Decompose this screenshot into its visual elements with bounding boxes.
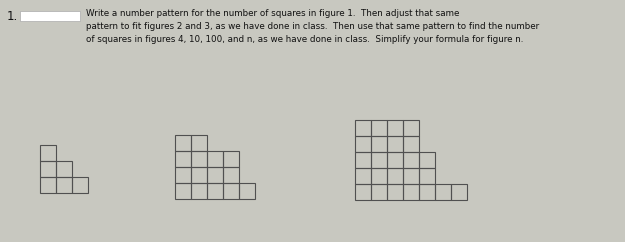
Bar (175, 167, 191, 183)
Bar (56, 161, 72, 177)
Bar (207, 151, 223, 167)
Bar (387, 152, 403, 168)
Bar (371, 136, 387, 152)
Bar (355, 120, 371, 136)
Bar (20, 11, 80, 21)
Bar (239, 183, 255, 199)
Bar (387, 136, 403, 152)
Bar (191, 183, 207, 199)
Bar (355, 184, 371, 200)
Bar (419, 184, 435, 200)
Bar (355, 152, 371, 168)
Bar (72, 177, 88, 193)
Bar (223, 167, 239, 183)
Bar (371, 168, 387, 184)
Bar (40, 145, 56, 161)
Bar (403, 168, 419, 184)
Bar (175, 135, 191, 151)
Bar (223, 151, 239, 167)
Bar (435, 184, 451, 200)
Bar (419, 168, 435, 184)
Bar (403, 120, 419, 136)
Bar (419, 152, 435, 168)
Text: 1.: 1. (7, 10, 18, 23)
Bar (191, 167, 207, 183)
Bar (175, 183, 191, 199)
Bar (223, 183, 239, 199)
Bar (175, 151, 191, 167)
Bar (387, 120, 403, 136)
Bar (191, 151, 207, 167)
Bar (387, 184, 403, 200)
Bar (207, 167, 223, 183)
Bar (403, 184, 419, 200)
Bar (387, 168, 403, 184)
Bar (40, 177, 56, 193)
Bar (40, 161, 56, 177)
Bar (371, 152, 387, 168)
Bar (191, 135, 207, 151)
Text: Write a number pattern for the number of squares in figure 1.  Then adjust that : Write a number pattern for the number of… (86, 9, 539, 44)
Bar (355, 168, 371, 184)
Bar (355, 136, 371, 152)
Bar (56, 177, 72, 193)
Bar (371, 184, 387, 200)
Bar (403, 152, 419, 168)
Bar (207, 183, 223, 199)
Bar (403, 136, 419, 152)
Bar (371, 120, 387, 136)
Bar (451, 184, 467, 200)
